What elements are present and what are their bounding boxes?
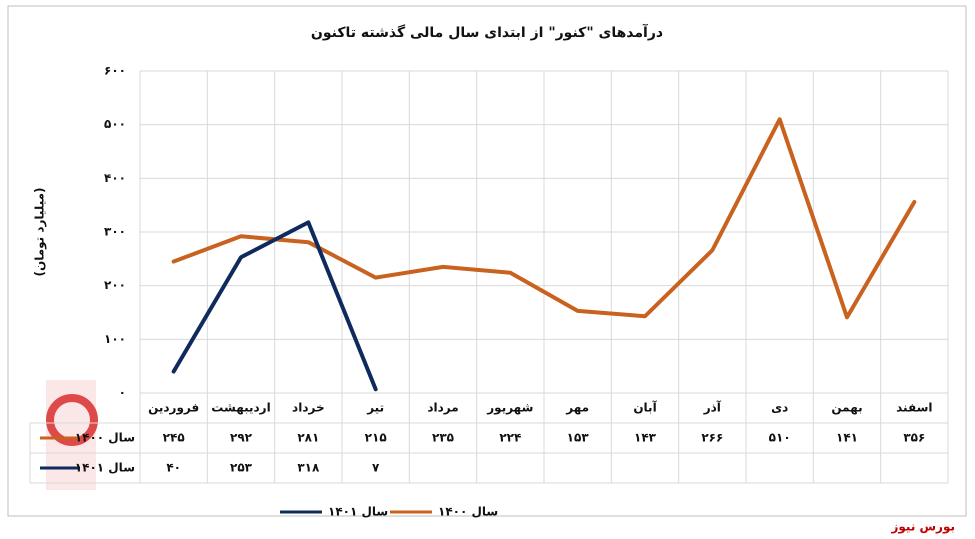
data-label: ۴۰ — [166, 461, 181, 475]
data-label: ۲۲۴ — [499, 431, 521, 445]
data-label: ۲۹۲ — [230, 431, 253, 445]
x-tick-label: خرداد — [292, 401, 325, 415]
x-tick-label: آبان — [633, 400, 657, 415]
data-label: ۲۸۱ — [297, 431, 319, 445]
x-tick-label: شهریور — [486, 401, 533, 416]
y-tick-label: ۰ — [119, 386, 126, 400]
data-label: ۲۳۵ — [432, 431, 454, 445]
data-label: ۳۵۶ — [903, 431, 925, 445]
y-tick-label: ۱۰۰ — [104, 332, 126, 346]
x-tick-label: اردیبهشت — [211, 401, 270, 415]
data-label: ۲۱۵ — [365, 431, 387, 445]
data-label: ۳۱۸ — [297, 461, 320, 475]
legend-label: سال ۱۴۰۰ — [438, 505, 498, 519]
data-label: ۷ — [372, 461, 380, 475]
legend-label: سال ۱۴۰۱ — [328, 505, 388, 519]
data-label: ۲۴۵ — [163, 431, 185, 445]
y-tick-label: ۲۰۰ — [104, 278, 126, 292]
data-label: ۱۴۳ — [634, 431, 657, 445]
chart-title: درآمدهای "کنور" از ابتدای سال مالی گذشته… — [311, 23, 663, 41]
data-label: ۲۵۳ — [230, 461, 253, 475]
x-tick-label: آذر — [703, 400, 722, 415]
x-tick-label: مهر — [565, 401, 589, 415]
x-tick-label: مرداد — [427, 401, 458, 415]
data-label: ۱۵۳ — [567, 431, 590, 445]
y-tick-label: ۶۰۰ — [104, 64, 126, 78]
data-label: ۲۶۶ — [701, 431, 723, 445]
table-series-label: سال ۱۴۰۱ — [75, 461, 135, 475]
x-tick-label: بهمن — [831, 401, 862, 415]
data-label: ۱۴۱ — [836, 431, 858, 445]
frame — [7, 5, 967, 517]
logo — [46, 380, 98, 490]
x-tick-label: تیر — [366, 401, 384, 415]
y-tick-label: ۴۰۰ — [104, 171, 126, 185]
y-axis-label: (میلیارد تومان) — [33, 187, 48, 276]
x-tick-label: اسفند — [896, 401, 932, 415]
x-tick-label: دی — [771, 401, 788, 415]
data-label: ۵۱۰ — [769, 431, 791, 445]
y-tick-label: ۳۰۰ — [104, 225, 126, 239]
table-series-label: سال ۱۴۰۰ — [75, 431, 135, 445]
source: بورس نیوز — [890, 520, 955, 535]
series-line — [171, 220, 378, 392]
y-tick-label: ۵۰۰ — [104, 117, 126, 131]
series-line — [171, 117, 917, 320]
x-tick-label: فروردین — [148, 401, 199, 416]
